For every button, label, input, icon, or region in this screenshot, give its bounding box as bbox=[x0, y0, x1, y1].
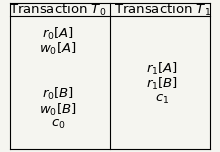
Text: $c_1$: $c_1$ bbox=[155, 92, 169, 105]
Text: $r_0[A]$: $r_0[A]$ bbox=[42, 26, 74, 42]
Text: $w_0[A]$: $w_0[A]$ bbox=[39, 41, 77, 57]
Text: $w_0[B]$: $w_0[B]$ bbox=[39, 102, 77, 118]
Text: $r_1[B]$: $r_1[B]$ bbox=[146, 76, 178, 92]
Text: Transaction $T_0$: Transaction $T_0$ bbox=[9, 2, 107, 18]
Text: $c_0$: $c_0$ bbox=[51, 118, 65, 131]
Text: Transaction $T_1$: Transaction $T_1$ bbox=[114, 2, 211, 18]
Text: $r_1[A]$: $r_1[A]$ bbox=[146, 61, 178, 77]
Text: $r_0[B]$: $r_0[B]$ bbox=[42, 86, 74, 102]
